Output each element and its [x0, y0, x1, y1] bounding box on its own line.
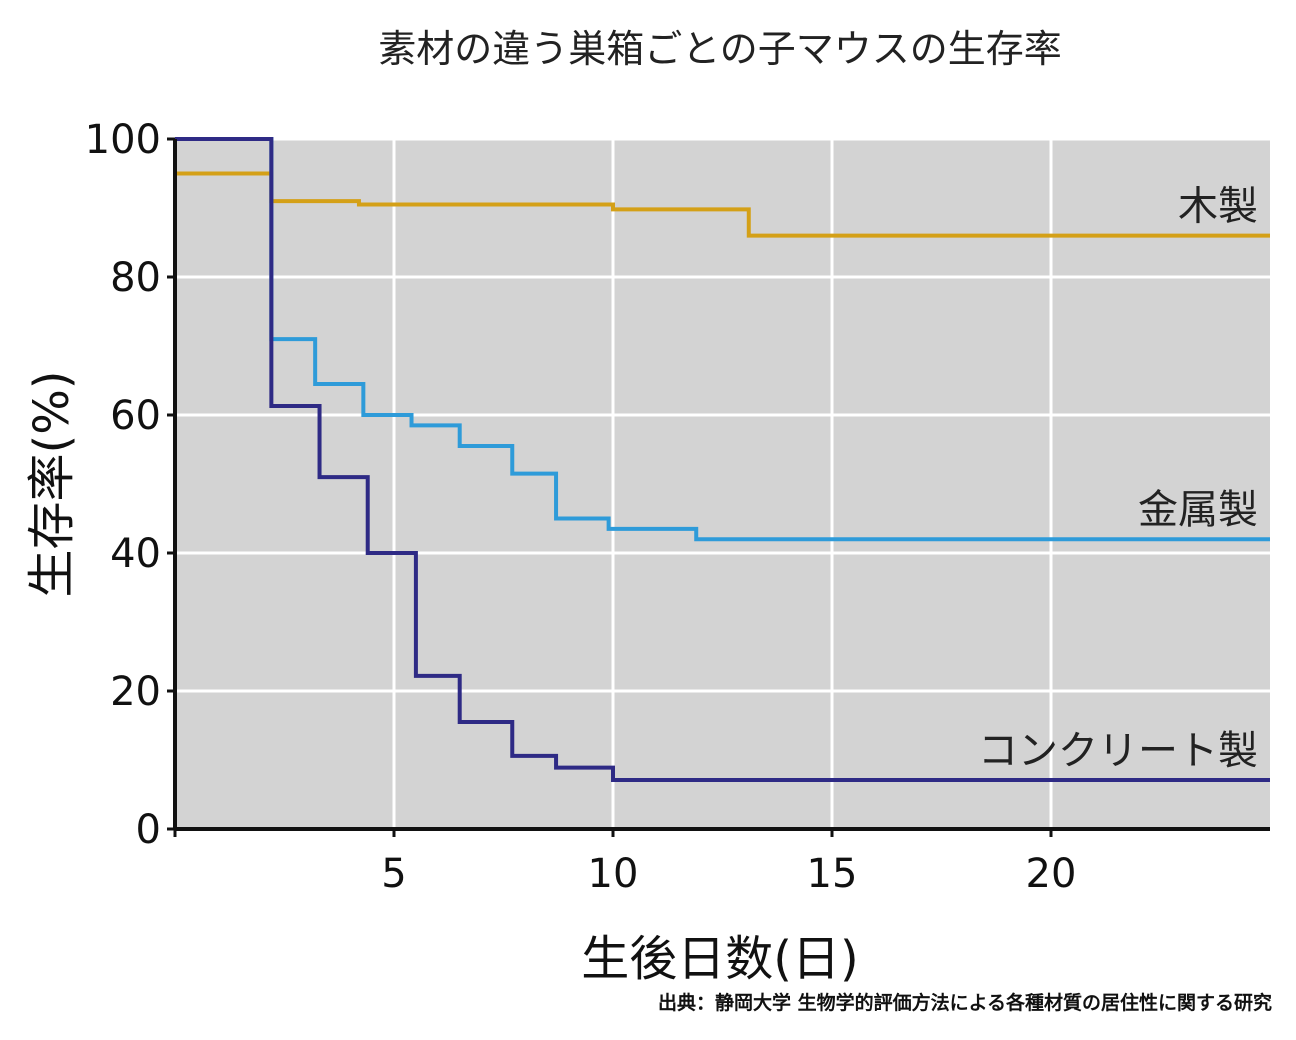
y-tick-label: 40: [110, 531, 161, 577]
y-tick-label: 0: [136, 807, 161, 853]
series-line: [175, 137, 1270, 542]
series-label: コンクリート製: [978, 728, 1258, 774]
y-tick-label: 20: [110, 669, 161, 715]
plot-background: [175, 139, 1270, 829]
series-label: 木製: [1178, 184, 1258, 230]
y-axis-label: 生存率(%): [24, 370, 80, 597]
x-tick-label: 5: [381, 851, 406, 897]
series-label: 金属製: [1138, 487, 1258, 533]
y-tick-label: 100: [85, 117, 161, 163]
x-tick-label: 20: [1026, 851, 1077, 897]
x-axis-label: 生後日数(日): [581, 931, 858, 987]
source-note: 出典：静岡大学 生物学的評価方法による各種材質の居住性に関する研究: [658, 991, 1272, 1014]
series-lines: [175, 137, 1270, 783]
axis-ticks: 0 20 40 60 80 100 5 10 15 20: [85, 117, 1077, 897]
gridlines: [175, 137, 1270, 829]
series-line: [175, 137, 1270, 783]
x-tick-label: 10: [588, 851, 639, 897]
x-tick-label: 15: [807, 851, 858, 897]
y-tick-label: 80: [110, 255, 161, 301]
y-tick-label: 60: [110, 393, 161, 439]
chart-title: 素材の違う巣箱ごとの子マウスの生存率: [378, 27, 1062, 71]
